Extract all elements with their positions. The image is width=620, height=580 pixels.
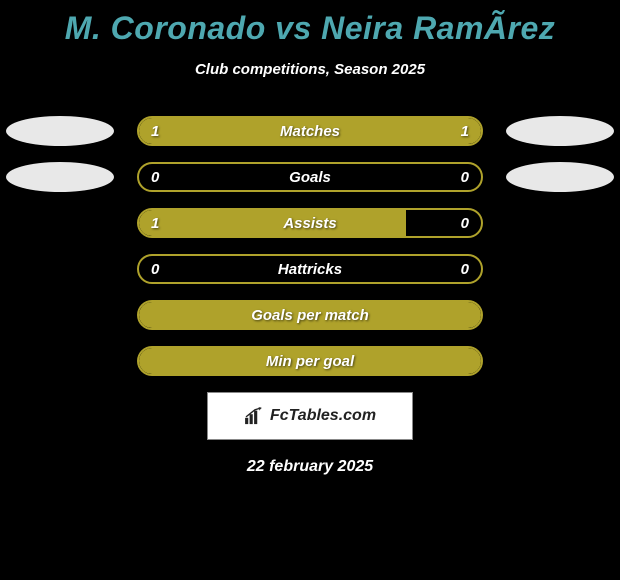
stat-value-left: 0 [151,261,159,278]
subtitle: Club competitions, Season 2025 [0,61,620,78]
stat-value-right: 0 [461,215,469,232]
stat-row: Min per goal [0,346,620,376]
stat-label: Assists [283,215,336,232]
stat-bar: 0 0 Hattricks [137,254,483,284]
logo-icon [244,407,266,425]
stat-row: 0 0 Hattricks [0,254,620,284]
stat-bar: 1 0 Assists [137,208,483,238]
stat-value-right: 1 [461,123,469,140]
stat-value-left: 0 [151,169,159,186]
logo-box: FcTables.com [207,392,413,440]
stat-label: Matches [280,123,340,140]
player-avatar-right [506,116,614,146]
logo-text: FcTables.com [270,407,376,425]
stat-value-left: 1 [151,123,159,140]
stat-value-right: 0 [461,261,469,278]
player-avatar-left [6,116,114,146]
player-avatar-right [506,162,614,192]
stat-label: Min per goal [266,353,354,370]
date-text: 22 february 2025 [0,458,620,476]
stat-bar: 0 0 Goals [137,162,483,192]
stat-value-left: 1 [151,215,159,232]
page-title: M. Coronado vs Neira RamÃ­rez [0,0,620,47]
stat-label: Goals per match [251,307,369,324]
stat-bar: 1 1 Matches [137,116,483,146]
stat-bar: Min per goal [137,346,483,376]
stat-value-right: 0 [461,169,469,186]
comparison-chart: 1 1 Matches 0 0 Goals 1 0 Assists 0 0 Hattricks Goal… [0,116,620,376]
stat-label: Hattricks [278,261,342,278]
stat-row: 0 0 Goals [0,162,620,192]
stat-row: 1 1 Matches [0,116,620,146]
stat-bar: Goals per match [137,300,483,330]
stat-label: Goals [289,169,331,186]
player-avatar-left [6,162,114,192]
stat-row: 1 0 Assists [0,208,620,238]
bar-fill-left [139,210,406,236]
stat-row: Goals per match [0,300,620,330]
